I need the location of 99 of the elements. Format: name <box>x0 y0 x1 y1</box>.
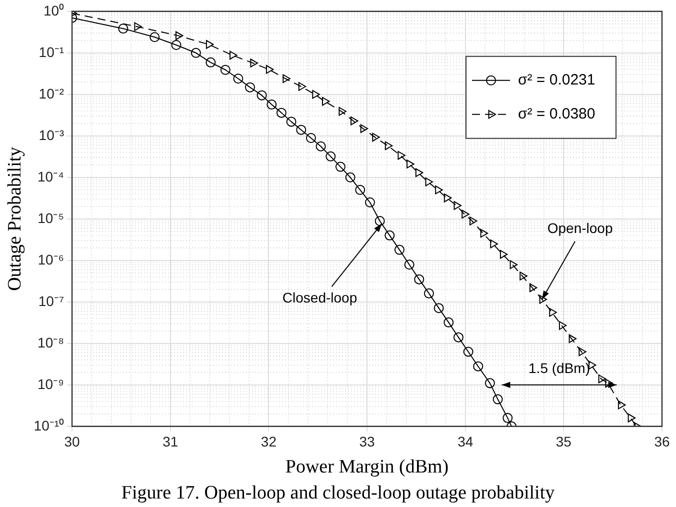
annotation: Closed-loop <box>282 289 358 306</box>
point <box>345 172 356 182</box>
point <box>492 394 503 404</box>
point <box>220 64 230 75</box>
y-tick-label: 10⁻⁸ <box>38 334 64 350</box>
point <box>435 185 443 194</box>
point <box>312 90 320 99</box>
point <box>549 308 557 317</box>
x-tick-label: 33 <box>359 434 376 450</box>
y-tick-label: 10⁻² <box>38 85 64 102</box>
y-tick-label: 10⁻¹ <box>38 44 64 60</box>
point <box>286 116 296 127</box>
x-tick-label: 34 <box>458 434 474 450</box>
point <box>298 82 306 91</box>
point <box>473 361 484 372</box>
x-axis-title: Power Margin (dBm) <box>285 456 449 478</box>
point <box>462 210 470 219</box>
point <box>434 303 444 314</box>
point <box>453 332 464 342</box>
annotation: 1.5 (dBm) <box>528 360 590 376</box>
point <box>444 194 452 202</box>
point <box>171 40 182 50</box>
point <box>628 414 636 422</box>
point <box>230 50 238 60</box>
point <box>250 58 258 68</box>
point <box>605 378 613 388</box>
point <box>454 201 462 210</box>
point <box>384 230 395 240</box>
x-tick-label: 32 <box>260 434 277 450</box>
y-tick-label: 10⁻³ <box>38 126 64 143</box>
y-tick-label: 10⁰ <box>43 2 64 18</box>
point <box>372 132 380 142</box>
point <box>490 239 498 248</box>
point <box>463 346 474 357</box>
point <box>338 106 346 116</box>
point <box>282 74 290 84</box>
legend-label: σ² = 0.0380 <box>518 106 596 123</box>
point <box>539 294 548 304</box>
point <box>256 90 267 100</box>
point <box>480 228 488 238</box>
point <box>175 31 184 40</box>
point <box>326 151 336 162</box>
point <box>118 24 128 34</box>
point <box>335 162 346 172</box>
point <box>384 141 393 150</box>
point <box>190 48 201 58</box>
point <box>520 272 528 280</box>
point <box>500 250 508 259</box>
point <box>322 96 330 106</box>
point <box>266 65 274 74</box>
point <box>404 260 414 270</box>
point <box>510 260 518 270</box>
point <box>306 133 316 143</box>
y-axis-title: Outage Probability <box>4 146 26 291</box>
legend-label: σ² = 0.0231 <box>518 72 596 89</box>
point <box>598 374 606 384</box>
point <box>245 82 256 92</box>
point <box>150 32 160 42</box>
point <box>424 288 434 298</box>
point <box>469 216 478 226</box>
point <box>360 124 368 133</box>
point <box>206 57 216 68</box>
point <box>444 317 454 328</box>
y-tick-label: 10⁻⁴ <box>37 168 64 184</box>
point <box>502 412 513 423</box>
point <box>355 184 366 195</box>
point <box>414 274 424 284</box>
point <box>296 124 306 135</box>
point <box>578 347 586 356</box>
point <box>415 168 424 178</box>
x-tick-label: 36 <box>654 434 670 450</box>
point <box>266 100 277 110</box>
point <box>618 400 626 410</box>
x-tick-label: 31 <box>162 434 178 450</box>
point <box>406 160 414 168</box>
x-tick-label: 30 <box>64 434 80 450</box>
y-tick-label: 10⁻⁵ <box>38 210 64 226</box>
x-tick-label: 35 <box>556 434 572 450</box>
point <box>276 108 286 118</box>
point <box>529 283 538 292</box>
point <box>484 378 495 388</box>
point <box>568 334 577 344</box>
point <box>134 22 142 32</box>
y-tick-label: 10⁻¹⁰ <box>34 417 64 434</box>
point <box>394 244 404 255</box>
point <box>206 40 214 49</box>
point <box>364 197 375 208</box>
caption: Figure 17. Open-loop and closed-loop outage probability <box>121 482 556 504</box>
y-tick-label: 10⁻⁹ <box>37 376 64 392</box>
point <box>374 216 385 226</box>
point <box>316 141 326 152</box>
point <box>398 150 406 160</box>
annotation: Open-loop <box>547 220 613 236</box>
point <box>558 321 567 330</box>
y-tick-label: 10⁻⁷ <box>38 292 64 309</box>
y-tick-label: 10⁻⁶ <box>38 251 64 268</box>
point <box>233 74 244 84</box>
point <box>350 116 358 126</box>
point <box>425 177 433 186</box>
